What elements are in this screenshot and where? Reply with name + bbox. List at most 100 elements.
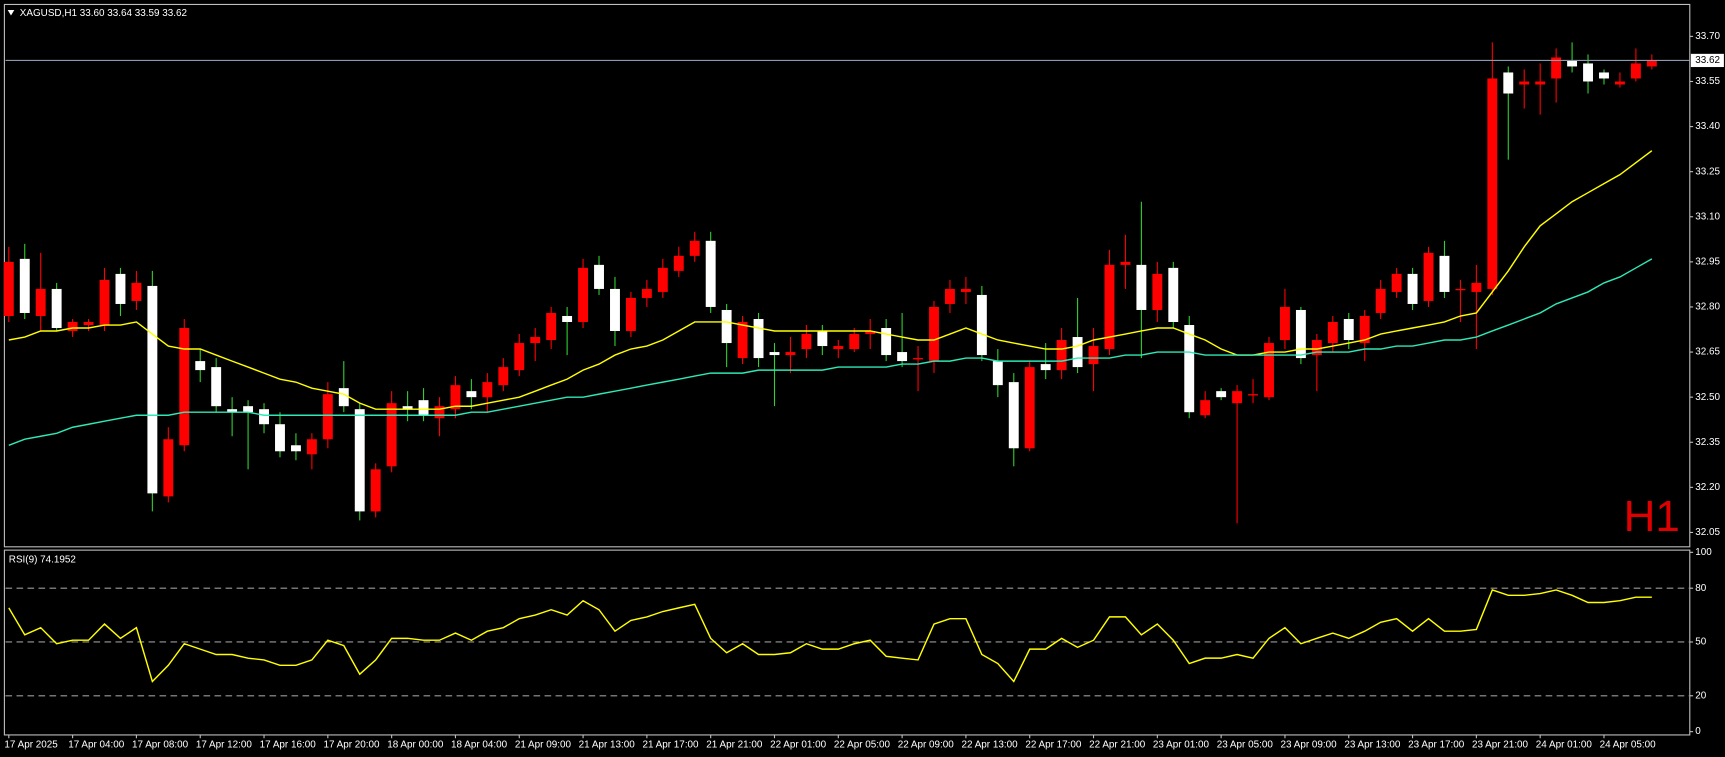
- x-tick-label: 22 Apr 05:00: [834, 739, 891, 750]
- y-tick-label: 33.25: [1695, 166, 1720, 177]
- candle-body: [1072, 337, 1083, 368]
- candle-body: [1439, 255, 1450, 292]
- x-tick-label: 23 Apr 13:00: [1344, 739, 1401, 750]
- plot-area: 33.70 33.55 33.40 33.25 33.10 32.95 32.80 32.65…: [3, 31, 1724, 750]
- candle-body: [1375, 288, 1386, 313]
- candle-body: [992, 361, 1003, 386]
- x-tick-label: 21 Apr 17:00: [642, 739, 699, 750]
- candle-body: [1567, 60, 1578, 67]
- x-tick-label: 17 Apr 08:00: [132, 739, 189, 750]
- candle-body: [306, 439, 317, 455]
- candle-body: [1024, 367, 1035, 449]
- y-tick-label: 32.35: [1695, 437, 1720, 448]
- y-tick-label: 20: [1695, 690, 1707, 701]
- candle-body: [386, 403, 397, 467]
- candle-body: [1614, 81, 1625, 85]
- candle-body: [1583, 63, 1593, 82]
- candle-body: [721, 309, 732, 344]
- candle-body: [737, 321, 748, 359]
- candle-body: [769, 352, 780, 356]
- candle-body: [865, 331, 876, 335]
- y-tick-label: 32.05: [1695, 527, 1720, 538]
- x-tick-label: 24 Apr 05:00: [1600, 739, 1657, 750]
- candle-body: [1279, 306, 1290, 341]
- candle-body: [610, 288, 620, 332]
- candle-body: [833, 346, 844, 350]
- candle-body: [1327, 321, 1338, 344]
- candle-body: [1535, 81, 1546, 85]
- candle-body: [1104, 264, 1115, 350]
- candle-body: [290, 445, 301, 452]
- candle-body: [19, 258, 30, 313]
- y-tick-label: 33.70: [1695, 31, 1720, 42]
- candle-body: [498, 367, 509, 386]
- candle-body: [338, 388, 349, 407]
- candle-body: [1487, 78, 1498, 289]
- candle-body: [1168, 267, 1179, 322]
- candle-body: [1264, 343, 1274, 398]
- candle-body: [1391, 273, 1402, 292]
- candle-body: [881, 328, 892, 356]
- candle-body: [1551, 57, 1562, 79]
- x-tick-label: 17 Apr 2025: [4, 739, 58, 750]
- candle-body: [115, 273, 126, 304]
- candle-body: [960, 288, 971, 292]
- candle-body: [35, 288, 46, 316]
- candle-body: [1232, 391, 1243, 404]
- candle-body: [227, 409, 238, 413]
- candle-body: [1599, 72, 1609, 79]
- candle-body: [1088, 346, 1099, 365]
- y-tick-label: 100: [1695, 547, 1712, 558]
- price-panel: [3, 3, 1691, 548]
- candle-body: [929, 306, 939, 362]
- y-tick-label: 33.10: [1695, 211, 1720, 222]
- x-tick-label: 22 Apr 17:00: [1025, 739, 1082, 750]
- candle-body: [1152, 273, 1163, 310]
- y-tick-label: 33.40: [1695, 121, 1720, 132]
- x-tick-label: 22 Apr 09:00: [898, 739, 955, 750]
- y-tick-label: 32.65: [1695, 347, 1720, 358]
- x-tick-label: 18 Apr 04:00: [451, 739, 508, 750]
- x-tick-label: 17 Apr 20:00: [323, 739, 380, 750]
- candle-body: [482, 382, 493, 398]
- chart-title: XAGUSD,H1 33.60 33.64 33.59 33.62: [20, 8, 187, 19]
- y-tick-label: 33.55: [1695, 76, 1720, 87]
- candle-body: [195, 361, 206, 371]
- candle-body: [1248, 394, 1258, 396]
- candle-body: [1184, 325, 1195, 413]
- y-tick-label: 32.95: [1695, 256, 1720, 267]
- candle-body: [1311, 340, 1322, 356]
- timeframe-watermark: H1: [1624, 492, 1680, 541]
- candle-body: [1295, 309, 1306, 359]
- candle-body: [1040, 364, 1051, 371]
- candle-body: [1471, 282, 1482, 292]
- candle-body: [322, 394, 333, 440]
- candle-body: [1343, 318, 1354, 341]
- x-tick-label: 23 Apr 09:00: [1281, 739, 1338, 750]
- y-tick-label: 0: [1695, 726, 1701, 737]
- candle-body: [1503, 72, 1514, 94]
- candle-body: [1423, 252, 1434, 301]
- candle-body: [1359, 315, 1370, 344]
- candle-body: [179, 328, 190, 446]
- candle-body: [705, 240, 716, 307]
- candle-body: [673, 255, 684, 271]
- y-tick-label: 50: [1695, 637, 1707, 648]
- x-tick-label: 22 Apr 13:00: [962, 739, 1019, 750]
- candle-body: [402, 406, 413, 410]
- rsi-line: [8, 589, 1652, 683]
- candle-body: [450, 385, 461, 410]
- y-tick-label: 80: [1695, 583, 1707, 594]
- candle-body: [211, 367, 222, 407]
- x-tick-label: 22 Apr 21:00: [1089, 739, 1146, 750]
- last-price-label: 33.62: [1695, 55, 1720, 66]
- candle-body: [785, 352, 796, 356]
- candle-body: [1200, 400, 1211, 416]
- candle-body: [514, 343, 525, 371]
- x-tick-label: 23 Apr 05:00: [1217, 739, 1274, 750]
- candle-body: [1407, 273, 1418, 304]
- candle-body: [530, 337, 541, 344]
- candle-body: [625, 297, 636, 332]
- candle-body: [1455, 288, 1466, 291]
